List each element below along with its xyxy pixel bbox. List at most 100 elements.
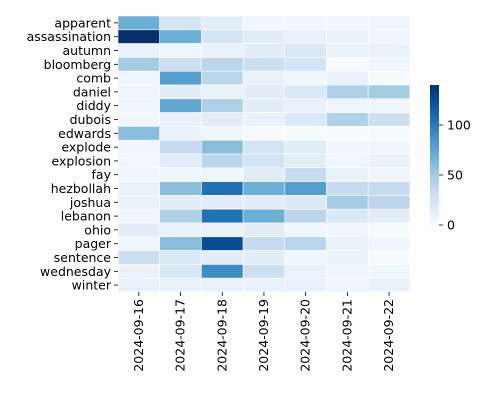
heatmap-cell xyxy=(117,84,161,100)
x-tick-label: 2024-09-21 xyxy=(339,299,354,372)
heatmap-cell xyxy=(201,195,244,210)
heatmap-cell xyxy=(242,126,286,141)
heatmap-cell xyxy=(242,112,286,127)
heatmap-cell xyxy=(117,29,161,44)
y-tick-label: daniel xyxy=(73,84,111,99)
heatmap-cell xyxy=(159,277,202,293)
heatmap-cell xyxy=(284,277,327,293)
heatmap-cell xyxy=(284,139,327,155)
x-tick-label: 2024-09-20 xyxy=(298,299,313,372)
heatmap-cell xyxy=(367,70,411,86)
y-tick-label: joshua xyxy=(69,195,111,210)
heatmap-cell xyxy=(201,250,244,265)
heatmap-cell xyxy=(242,98,286,113)
heatmap-cell xyxy=(242,167,286,182)
heatmap-cell xyxy=(117,112,161,127)
y-tick-label: ohio xyxy=(84,222,111,237)
heatmap-cell xyxy=(201,84,244,100)
heatmap-cell xyxy=(284,70,327,86)
heatmap-cell xyxy=(117,139,161,155)
heatmap-cell xyxy=(242,139,286,155)
colorbar: 0 50 100 xyxy=(430,85,471,233)
heatmap-cell xyxy=(242,153,286,169)
heatmap-cell xyxy=(159,98,202,113)
heatmap-cell xyxy=(284,208,327,224)
heatmap-cell xyxy=(326,29,369,44)
heatmap-cell xyxy=(367,195,411,210)
heatmap-cell xyxy=(201,264,244,279)
heatmap-cell xyxy=(117,181,161,196)
heatmap-cell xyxy=(284,43,327,58)
heatmap-cell xyxy=(159,139,202,155)
y-tick-label: bloomberg xyxy=(44,57,111,72)
y-tick-label: comb xyxy=(76,71,111,86)
colorbar-tick-label: 100 xyxy=(447,118,471,133)
colorbar-tick-label: 50 xyxy=(447,168,463,183)
heatmap-cell xyxy=(117,70,161,86)
heatmap-cell xyxy=(326,264,369,279)
heatmap-cell xyxy=(326,153,369,169)
heatmap-cell xyxy=(117,250,161,265)
heatmap-cell xyxy=(117,208,161,224)
heatmap-cell xyxy=(242,195,286,210)
heatmap-cell xyxy=(242,208,286,224)
heatmap-cell xyxy=(284,236,327,251)
x-tick-label: 2024-09-18 xyxy=(214,299,229,372)
heatmap-cell xyxy=(117,43,161,58)
heatmap-cells xyxy=(117,15,411,293)
heatmap-cell xyxy=(284,126,327,141)
heatmap-cell xyxy=(284,250,327,265)
heatmap-cell xyxy=(242,264,286,279)
y-tick-label: fay xyxy=(92,167,112,182)
x-tick-labels: 2024-09-16 2024-09-17 2024-09-18 2024-09-19… xyxy=(131,292,396,372)
heatmap-cell xyxy=(201,43,244,58)
heatmap-cell xyxy=(159,181,202,196)
heatmap-cell xyxy=(242,57,286,72)
heatmap-cell xyxy=(159,250,202,265)
heatmap-cell xyxy=(284,29,327,44)
heatmap-cell xyxy=(367,222,411,238)
heatmap-cell xyxy=(201,236,244,251)
y-tick-label: lebanon xyxy=(61,209,111,224)
heatmap-cell xyxy=(367,167,411,182)
heatmap-cell xyxy=(242,43,286,58)
heatmap-cell xyxy=(326,70,369,86)
heatmap-cell xyxy=(326,236,369,251)
heatmap-cell xyxy=(201,57,244,72)
heatmap-cell xyxy=(201,181,244,196)
heatmap-cell xyxy=(367,43,411,58)
heatmap-cell xyxy=(284,112,327,127)
heatmap-cell xyxy=(326,277,369,293)
heatmap-cell xyxy=(367,57,411,72)
heatmap-cell xyxy=(284,195,327,210)
heatmap-cell xyxy=(326,250,369,265)
heatmap-cell xyxy=(242,29,286,44)
heatmap-cell xyxy=(326,195,369,210)
heatmap-cell xyxy=(201,167,244,182)
heatmap-cell xyxy=(367,29,411,44)
heatmap-cell xyxy=(284,222,327,238)
heatmap-cell xyxy=(284,181,327,196)
heatmap-cell xyxy=(159,236,202,251)
y-tick-label: dubois xyxy=(70,112,111,127)
heatmap-cell xyxy=(201,208,244,224)
heatmap-cell xyxy=(201,126,244,141)
heatmap-cell xyxy=(159,222,202,238)
heatmap-cell xyxy=(242,250,286,265)
heatmap-cell xyxy=(367,139,411,155)
heatmap-cell xyxy=(117,277,161,293)
heatmap-cell xyxy=(326,57,369,72)
heatmap-cell xyxy=(159,70,202,86)
heatmap-cell xyxy=(326,126,369,141)
heatmap-cell xyxy=(201,70,244,86)
heatmap-cell xyxy=(367,250,411,265)
y-tick-label: sentence xyxy=(54,250,112,265)
y-tick-label: autumn xyxy=(62,43,111,58)
heatmap-cell xyxy=(367,236,411,251)
x-tick-label: 2024-09-19 xyxy=(256,299,271,372)
heatmap-cell xyxy=(117,15,161,31)
heatmap-cell xyxy=(242,70,286,86)
y-tick-label: explosion xyxy=(52,153,111,168)
y-tick-label: pager xyxy=(75,236,112,251)
